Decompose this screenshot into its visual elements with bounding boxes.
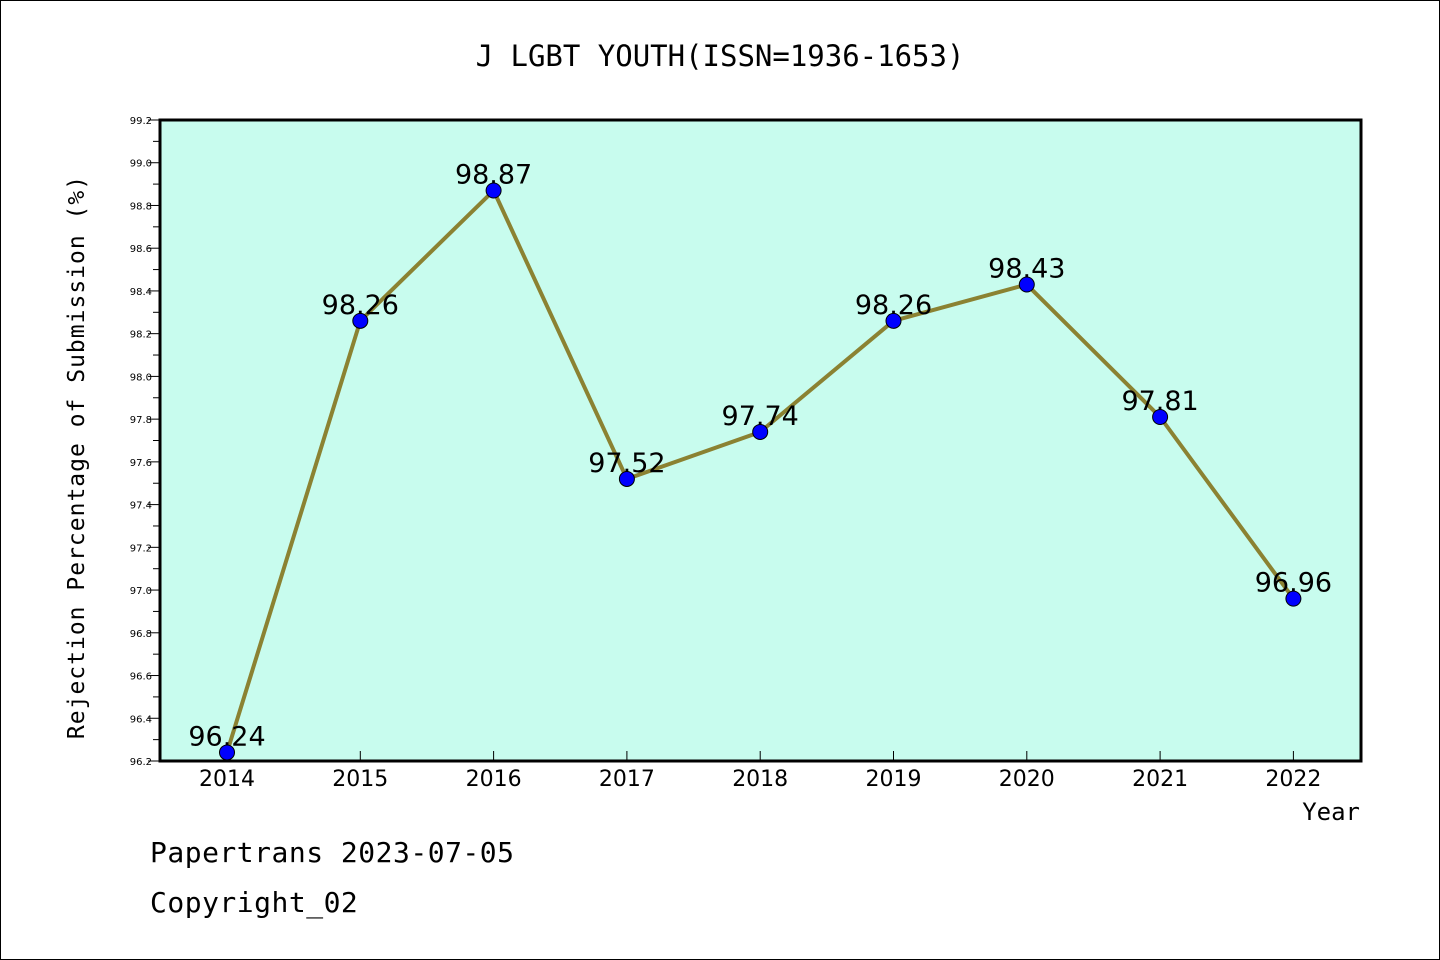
footer-publisher: Papertrans 2023-07-05 <box>150 836 515 869</box>
chart-title: J LGBT YOUTH(ISSN=1936-1653) <box>476 39 965 73</box>
data-point <box>885 312 902 329</box>
data-point <box>352 312 369 329</box>
y-tick-label: 96.8 <box>130 629 152 640</box>
data-point <box>219 744 235 761</box>
y-tick-label: 97.2 <box>130 543 152 554</box>
x-tick-label: 2017 <box>599 767 655 792</box>
x-tick-label: 2021 <box>1132 767 1188 792</box>
y-tick-label: 97.4 <box>130 501 152 512</box>
y-tick-label: 99.2 <box>130 116 152 127</box>
y-tick-label: 96.6 <box>130 672 152 683</box>
x-axis: 2014 2015 2016 2017 2018 2019 2020 2021 2022 <box>199 751 1321 792</box>
data-label: 98.26 <box>322 290 399 321</box>
footer-copyright: Copyright_02 <box>150 886 359 919</box>
y-tick-label: 96.2 <box>130 757 152 768</box>
plot-area <box>158 118 1363 763</box>
data-label: 96.24 <box>188 721 265 752</box>
data-points <box>219 182 1302 761</box>
data-point <box>1285 590 1302 607</box>
data-label: 96.96 <box>1255 568 1332 599</box>
data-label: 98.87 <box>455 160 532 191</box>
x-tick-label: 2022 <box>1265 767 1321 792</box>
y-tick-label: 98.4 <box>130 287 152 298</box>
data-labels: 96.24 98.26 98.87 97.52 97.74 98.26 98.43 97.81… <box>188 160 1332 753</box>
data-label: 98.26 <box>855 290 932 321</box>
data-point <box>752 423 769 440</box>
data-label: 97.74 <box>722 401 799 432</box>
y-tick-label: 98.8 <box>130 201 152 212</box>
data-label: 97.81 <box>1121 386 1198 417</box>
y-tick-label: 96.4 <box>130 714 152 725</box>
y-tick-label: 98.0 <box>130 372 152 383</box>
y-axis: 96.2 96.4 96.6 96.8 97.0 97.2 97.4 97.6 97.8 98.0… <box>130 116 160 768</box>
x-tick-label: 2019 <box>866 767 922 792</box>
y-tick-label: 97.6 <box>130 458 152 469</box>
x-axis-label: Year <box>1302 798 1360 826</box>
y-tick-label: 98.2 <box>130 330 152 341</box>
data-label: 97.52 <box>588 448 665 479</box>
data-point <box>485 182 502 199</box>
y-tick-label: 98.6 <box>130 244 152 255</box>
x-tick-label: 2015 <box>332 767 388 792</box>
data-point <box>618 470 635 487</box>
data-point <box>1152 408 1169 425</box>
x-tick-label: 2016 <box>466 767 522 792</box>
y-tick-label: 97.8 <box>130 415 152 426</box>
x-tick-label: 2018 <box>732 767 788 792</box>
y-tick-label: 99.0 <box>130 159 152 170</box>
y-axis-label: Rejection Percentage of Submission (%) <box>64 175 90 739</box>
data-point <box>1018 276 1035 293</box>
x-tick-label: 2020 <box>999 767 1055 792</box>
data-label: 98.43 <box>988 254 1065 285</box>
x-tick-label: 2014 <box>199 767 255 792</box>
y-tick-label: 97.0 <box>130 586 152 597</box>
